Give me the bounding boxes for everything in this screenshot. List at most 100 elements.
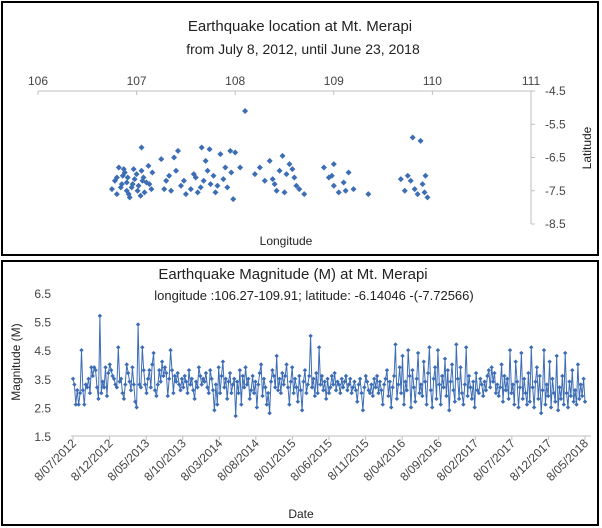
magnitude-data-point [516,405,521,410]
magnitude-data-point [509,390,514,396]
location-data-point [171,154,178,161]
magnitude-data-point [73,402,79,407]
location-data-point [424,194,431,201]
location-y-tick-label: -4.5 [545,84,566,98]
magnitude-data-point [431,376,436,381]
magnitude-data-point [171,390,176,396]
magnitude-data-point [196,365,202,370]
magnitude-data-point [531,405,537,410]
magnitude-data-point [482,379,487,384]
magnitude-data-point [527,399,533,404]
magnitude-data-point [551,390,557,396]
magnitude-data-point [103,365,108,370]
magnitude-data-point [311,376,316,381]
magnitude-data-point [466,373,472,379]
magnitude-data-point [150,362,155,367]
magnitude-data-point [84,385,90,390]
magnitude-data-point [133,399,138,404]
magnitude-data-point [176,382,182,387]
magnitude-data-point [246,376,251,381]
location-data-point [131,176,138,183]
location-data-point [212,189,219,196]
magnitude-data-point [486,368,492,373]
magnitude-data-point [363,373,368,379]
location-data-point [365,191,372,198]
magnitude-data-point [114,385,120,390]
magnitude-data-point [301,379,306,384]
magnitude-data-point [339,376,344,381]
location-data-point [220,176,227,183]
location-data-point [421,189,428,196]
magnitude-data-point [227,370,233,376]
magnitude-data-point [76,402,81,407]
magnitude-data-point [538,410,544,416]
magnitude-data-point [517,385,523,390]
magnitude-data-point [258,362,264,367]
location-data-point [145,162,152,169]
magnitude-data-point [273,385,278,390]
magnitude-data-point [578,382,583,387]
magnitude-data-point [322,379,327,384]
location-data-point [207,181,214,188]
location-data-point [138,144,145,151]
magnitude-data-point [86,376,91,381]
magnitude-data-point [192,396,197,402]
magnitude-data-point [251,390,257,396]
location-data-point [328,172,335,179]
magnitude-data-point [250,373,255,379]
location-data-point [173,167,180,174]
location-data-point [134,187,141,194]
location-data-point [108,186,115,193]
magnitude-data-point [390,385,395,390]
magnitude-data-point [263,385,268,390]
location-data-point [401,187,408,194]
location-y-axis-label: Latitude [580,126,594,169]
magnitude-data-point [391,373,397,379]
magnitude-data-point [121,396,127,402]
magnitude-data-point [111,376,117,381]
magnitude-data-point [118,376,124,381]
magnitude-data-point [396,382,401,387]
magnitude-y-tick-label: 1.5 [34,430,51,444]
location-data-point [422,172,429,179]
location-chart-panel: Earthquake location at Mt. Merapi from J… [1,1,599,256]
magnitude-x-axis-label: Date [288,507,314,521]
magnitude-data-point [130,365,135,370]
magnitude-data-point [198,373,203,379]
magnitude-data-point [234,379,240,384]
magnitude-data-point [157,368,162,373]
location-data-point [283,171,290,178]
magnitude-data-point [355,399,360,404]
magnitude-data-point [319,373,325,379]
magnitude-data-point [217,390,223,396]
location-data-point [137,192,144,199]
location-data-point [414,191,421,198]
magnitude-data-point [123,382,128,387]
magnitude-data-point [459,390,465,396]
magnitude-data-point [106,370,111,376]
magnitude-data-point [229,390,234,396]
location-chart-title-line1: Earthquake location at Mt. Merapi [188,18,412,35]
magnitude-data-point [564,390,569,396]
magnitude-data-point [220,359,226,364]
magnitude-data-point [544,382,550,387]
magnitude-data-point [418,382,424,387]
location-data-point [126,194,133,201]
location-data-point [115,164,122,171]
location-data-point [320,164,327,171]
magnitude-data-point [340,385,346,390]
magnitude-data-point [451,388,456,393]
magnitude-data-point [168,348,173,353]
location-data-point [281,189,288,196]
magnitude-data-point [280,370,285,376]
magnitude-data-point [581,376,586,381]
location-data-point [286,161,293,168]
magnitude-data-point [253,379,258,384]
magnitude-data-point [404,388,409,393]
magnitude-data-point [567,379,572,384]
magnitude-data-point [314,370,319,376]
magnitude-data-point [256,382,261,387]
magnitude-data-point [155,382,161,387]
location-data-point [340,179,347,186]
magnitude-data-point [284,362,289,367]
